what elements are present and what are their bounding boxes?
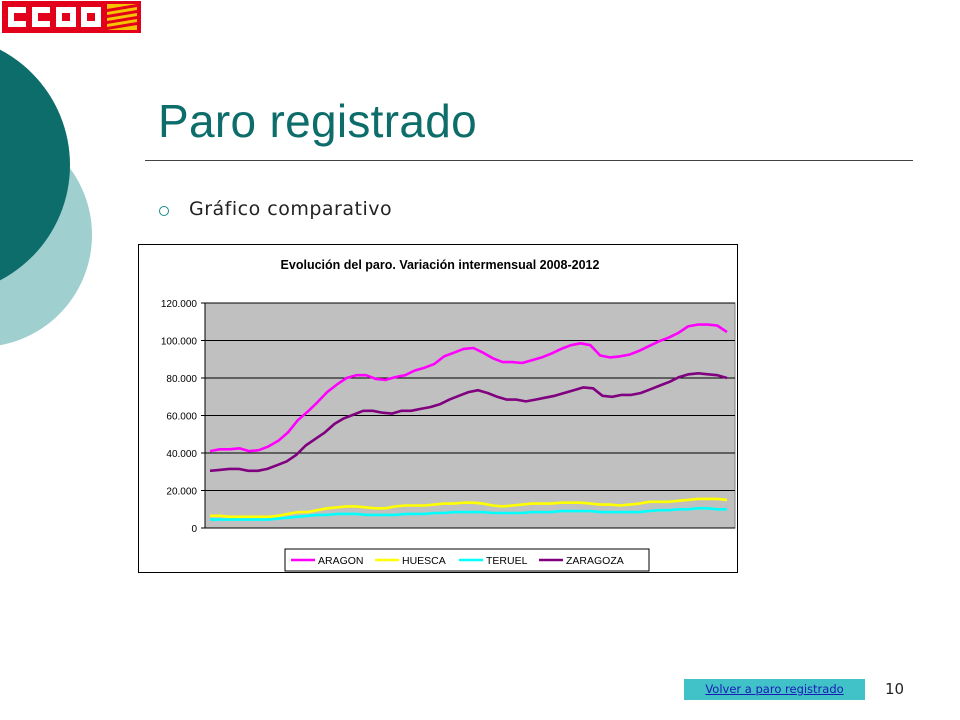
chart-container: Evolución del paro. Variación intermensu… bbox=[138, 244, 738, 573]
y-tick-label: 120.000 bbox=[161, 299, 198, 310]
series-line-zaragoza bbox=[209, 372, 728, 473]
y-tick-label: 20.000 bbox=[166, 487, 197, 498]
y-tick-label: 60.000 bbox=[166, 412, 197, 423]
y-tick-label: 40.000 bbox=[166, 449, 197, 460]
line-chart: Evolución del paro. Variación intermensu… bbox=[161, 258, 736, 572]
legend-label: ARAGON bbox=[318, 555, 364, 567]
slide-title: Paro registrado bbox=[158, 95, 477, 147]
legend-label: HUESCA bbox=[402, 555, 446, 567]
ccoo-logo bbox=[0, 0, 143, 34]
series-line-huesca bbox=[210, 497, 728, 519]
series-line-teruel bbox=[210, 506, 727, 521]
y-tick-label: 80.000 bbox=[166, 374, 197, 385]
series-line-aragon bbox=[209, 323, 728, 453]
bullet-circle-icon bbox=[159, 206, 169, 216]
aragon-flag-icon bbox=[107, 4, 137, 30]
decorative-shapes bbox=[0, 49, 92, 346]
legend-label: ZARAGOZA bbox=[566, 555, 624, 567]
legend-label: TERUEL bbox=[486, 555, 528, 567]
dark-teal-circle bbox=[0, 49, 70, 281]
title-divider bbox=[145, 160, 913, 161]
y-tick-label: 100.000 bbox=[161, 337, 198, 348]
bullet-text: Gráfico comparativo bbox=[189, 198, 393, 220]
page-number: 10 bbox=[885, 680, 905, 698]
y-tick-label: 0 bbox=[191, 524, 197, 535]
chart-title: Evolución del paro. Variación intermensu… bbox=[281, 258, 600, 272]
back-to-paro-link[interactable]: Volver a paro registrado bbox=[684, 679, 865, 700]
